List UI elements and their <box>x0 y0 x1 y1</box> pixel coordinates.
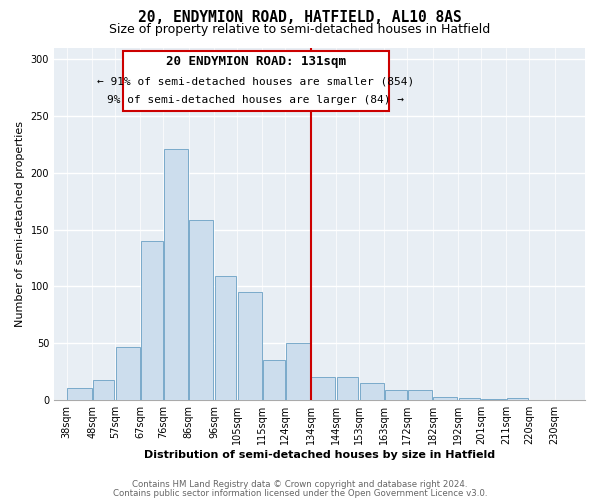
Bar <box>337 378 358 400</box>
FancyBboxPatch shape <box>123 51 389 111</box>
Bar <box>359 383 383 400</box>
Bar <box>481 399 506 400</box>
Bar <box>385 390 407 400</box>
Text: Contains public sector information licensed under the Open Government Licence v3: Contains public sector information licen… <box>113 488 487 498</box>
Bar <box>263 360 284 400</box>
Text: 9% of semi-detached houses are larger (84) →: 9% of semi-detached houses are larger (8… <box>107 95 404 105</box>
Text: 20 ENDYMION ROAD: 131sqm: 20 ENDYMION ROAD: 131sqm <box>166 56 346 68</box>
Y-axis label: Number of semi-detached properties: Number of semi-detached properties <box>15 121 25 327</box>
Bar <box>311 378 335 400</box>
Bar <box>93 380 115 400</box>
Bar <box>67 388 92 400</box>
Bar <box>141 241 163 400</box>
Text: Contains HM Land Registry data © Crown copyright and database right 2024.: Contains HM Land Registry data © Crown c… <box>132 480 468 489</box>
Text: ← 91% of semi-detached houses are smaller (854): ← 91% of semi-detached houses are smalle… <box>97 76 415 86</box>
Text: Size of property relative to semi-detached houses in Hatfield: Size of property relative to semi-detach… <box>109 22 491 36</box>
Bar <box>433 397 457 400</box>
Bar <box>507 398 529 400</box>
Bar <box>458 398 480 400</box>
Bar <box>238 292 262 400</box>
Bar <box>215 276 236 400</box>
X-axis label: Distribution of semi-detached houses by size in Hatfield: Distribution of semi-detached houses by … <box>144 450 495 460</box>
Bar <box>408 390 432 400</box>
Bar <box>164 149 188 400</box>
Text: 20, ENDYMION ROAD, HATFIELD, AL10 8AS: 20, ENDYMION ROAD, HATFIELD, AL10 8AS <box>138 10 462 25</box>
Bar <box>116 346 140 400</box>
Bar <box>190 220 214 400</box>
Bar <box>286 344 310 400</box>
